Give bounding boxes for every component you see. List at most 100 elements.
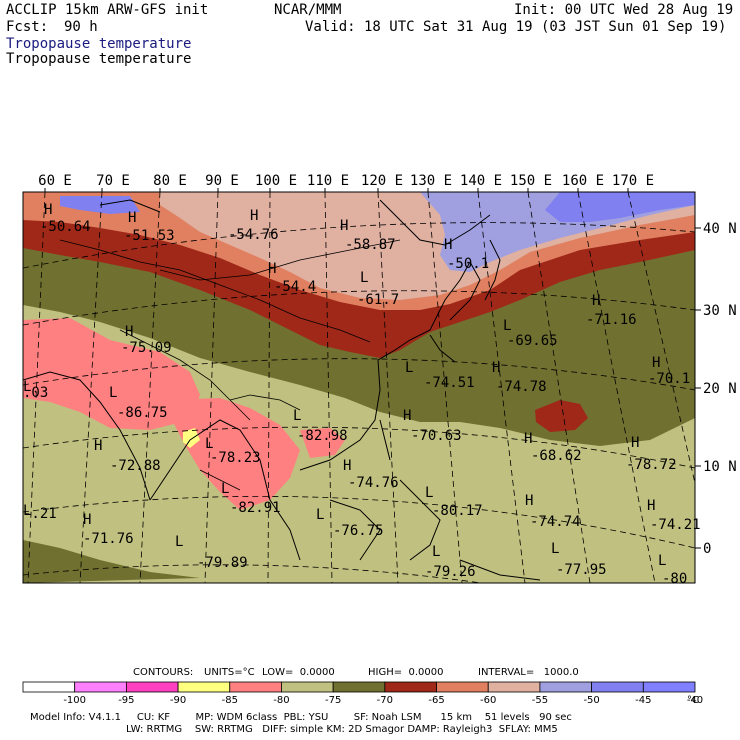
lon-label: 90 E [205, 173, 239, 189]
colorbar-swatch [384, 681, 437, 693]
valid-time: Valid: 18 UTC Sat 31 Aug 19 (03 JST Sun … [305, 19, 727, 35]
extremum-value: -71.16 [586, 312, 637, 328]
field-fill-80-south [300, 428, 345, 458]
latitude-labels: 40 N 30 N 20 N 10 N 0 [703, 221, 737, 557]
extremum-symbol: L [405, 360, 413, 376]
extremum-value: -69.65 [507, 333, 558, 349]
colorbar-tick: -100 [63, 695, 86, 706]
extremum-symbol: H [524, 431, 532, 447]
lon-label: 70 E [96, 173, 130, 189]
colorbar-swatch [539, 681, 593, 693]
forecast-hours: 90 h [64, 19, 98, 35]
lon-label: 170 E [612, 173, 654, 189]
model-info-line-1: Model Info: V4.1.1 CU: KF MP: WDM 6class… [30, 712, 572, 723]
colorbar-tick: -90 [170, 695, 186, 706]
extremum-symbol: L [425, 485, 433, 501]
extremum-symbol: H [444, 237, 452, 253]
extremum-value: -75.09 [121, 340, 172, 356]
extremum-value: -61.7 [357, 292, 399, 308]
lat-ticks [695, 227, 701, 549]
extremum-value: -76.75 [333, 523, 384, 539]
field-fill-85-spot [183, 428, 200, 448]
lon-label: 110 E [307, 173, 349, 189]
longitude-labels: 60 E 70 E 80 E 90 E 100 E 110 E 120 E 130 E 140 … [38, 173, 654, 189]
lon-label: 60 E [38, 173, 72, 189]
lon-label: 80 E [153, 173, 187, 189]
extremum-value: -77.95 [556, 562, 607, 578]
extremum-symbol: L [503, 318, 511, 334]
lon-label: 120 E [361, 173, 403, 189]
field-fill-70-south [23, 540, 200, 583]
extremum-value: -86.75 [117, 405, 168, 421]
extremum-value: -70.1 [648, 371, 690, 387]
extremum-symbol: H [44, 202, 52, 218]
colorbar-tick: -65 [428, 695, 444, 706]
extremum-symbol: H [631, 435, 639, 451]
extremum-symbol: H [340, 218, 348, 234]
extremum-symbol: H [592, 293, 600, 309]
extremum-symbol: H [652, 355, 660, 371]
extremum-symbol: L [23, 503, 31, 519]
forecast-label: Fcst: [6, 19, 49, 35]
extremum-value: -68.62 [531, 448, 582, 464]
extremum-value: -51.53 [124, 228, 175, 244]
extremum-symbol: L [23, 379, 31, 395]
extremum-symbol: H [128, 210, 136, 226]
extremum-symbol: H [250, 208, 258, 224]
colorbar-unit: °C [687, 695, 699, 706]
colorbar-tick: -85 [222, 695, 238, 706]
colorbar-tick: -55 [532, 695, 548, 706]
lat-label: 10 N [703, 459, 737, 475]
contours-units: UNITS=°C [204, 667, 255, 678]
extremum-symbol: L [175, 534, 183, 550]
colorbar-tick: -45 [635, 695, 651, 706]
contours-low: LOW= 0.0000 [262, 667, 335, 678]
lon-label: 150 E [510, 173, 552, 189]
extremum-symbol: L [551, 541, 559, 557]
lon-label: 100 E [255, 173, 297, 189]
colorbar-swatch [487, 681, 541, 693]
lat-label: 0 [703, 541, 711, 557]
extremum-value: -74.51 [424, 375, 475, 391]
model-info-line-2: LW: RRTMG SW: RRTMG DIFF: simple KM: 2D … [126, 724, 558, 735]
lat-label: 20 N [703, 381, 737, 397]
field-title-shaded: Tropopause temperature [6, 36, 192, 52]
colorbar: -100 -95 -90 -85 -80 -75 -70 -65 -60 -55 -50 -45 -40… [22, 681, 703, 706]
extremum-value: -71.76 [83, 531, 134, 547]
extremum-value: -50.1 [447, 256, 489, 272]
lat-label: 30 N [703, 303, 737, 319]
colorbar-swatch [591, 681, 644, 693]
init-time: Init: 00 UTC Wed 28 Aug 19 [514, 2, 734, 18]
lon-label: 140 E [460, 173, 502, 189]
colorbar-swatch [332, 681, 386, 693]
extremum-value: -78.72 [626, 457, 677, 473]
colorbar-tick: -60 [480, 695, 496, 706]
colorbar-tick: -80 [273, 695, 289, 706]
extremum-symbol: L [293, 408, 301, 424]
colorbar-swatch [436, 681, 489, 693]
extremum-value: -79.89 [197, 555, 248, 571]
extremum-value: -50.64 [40, 219, 91, 235]
extremum-value: -79.26 [425, 564, 476, 580]
extremum-value: -74.74 [530, 514, 581, 530]
extremum-symbol: L [316, 507, 324, 523]
extremum-value: -82.91 [230, 500, 281, 516]
extremum-symbol: H [525, 493, 533, 509]
extremum-symbol: H [647, 498, 655, 514]
colorbar-swatch [229, 681, 282, 693]
extremum-value: .03 [23, 385, 48, 401]
contours-interval: INTERVAL= 1000.0 [478, 667, 579, 678]
field-title-contour: Tropopause temperature [6, 51, 192, 67]
extremum-symbol: H [83, 512, 91, 528]
colorbar-swatch [125, 681, 179, 693]
extremum-value: -74.76 [348, 475, 399, 491]
extremum-value: -80 [662, 571, 687, 587]
colorbar-swatch [22, 681, 76, 693]
field-fill-65-patch [535, 400, 588, 432]
colorbar-tick: -70 [377, 695, 393, 706]
model-title: ACCLIP 15km ARW-GFS init [6, 2, 209, 18]
extremum-value: -.21 [23, 506, 57, 522]
colorbar-swatch [74, 681, 127, 693]
lon-label: 130 E [410, 173, 452, 189]
